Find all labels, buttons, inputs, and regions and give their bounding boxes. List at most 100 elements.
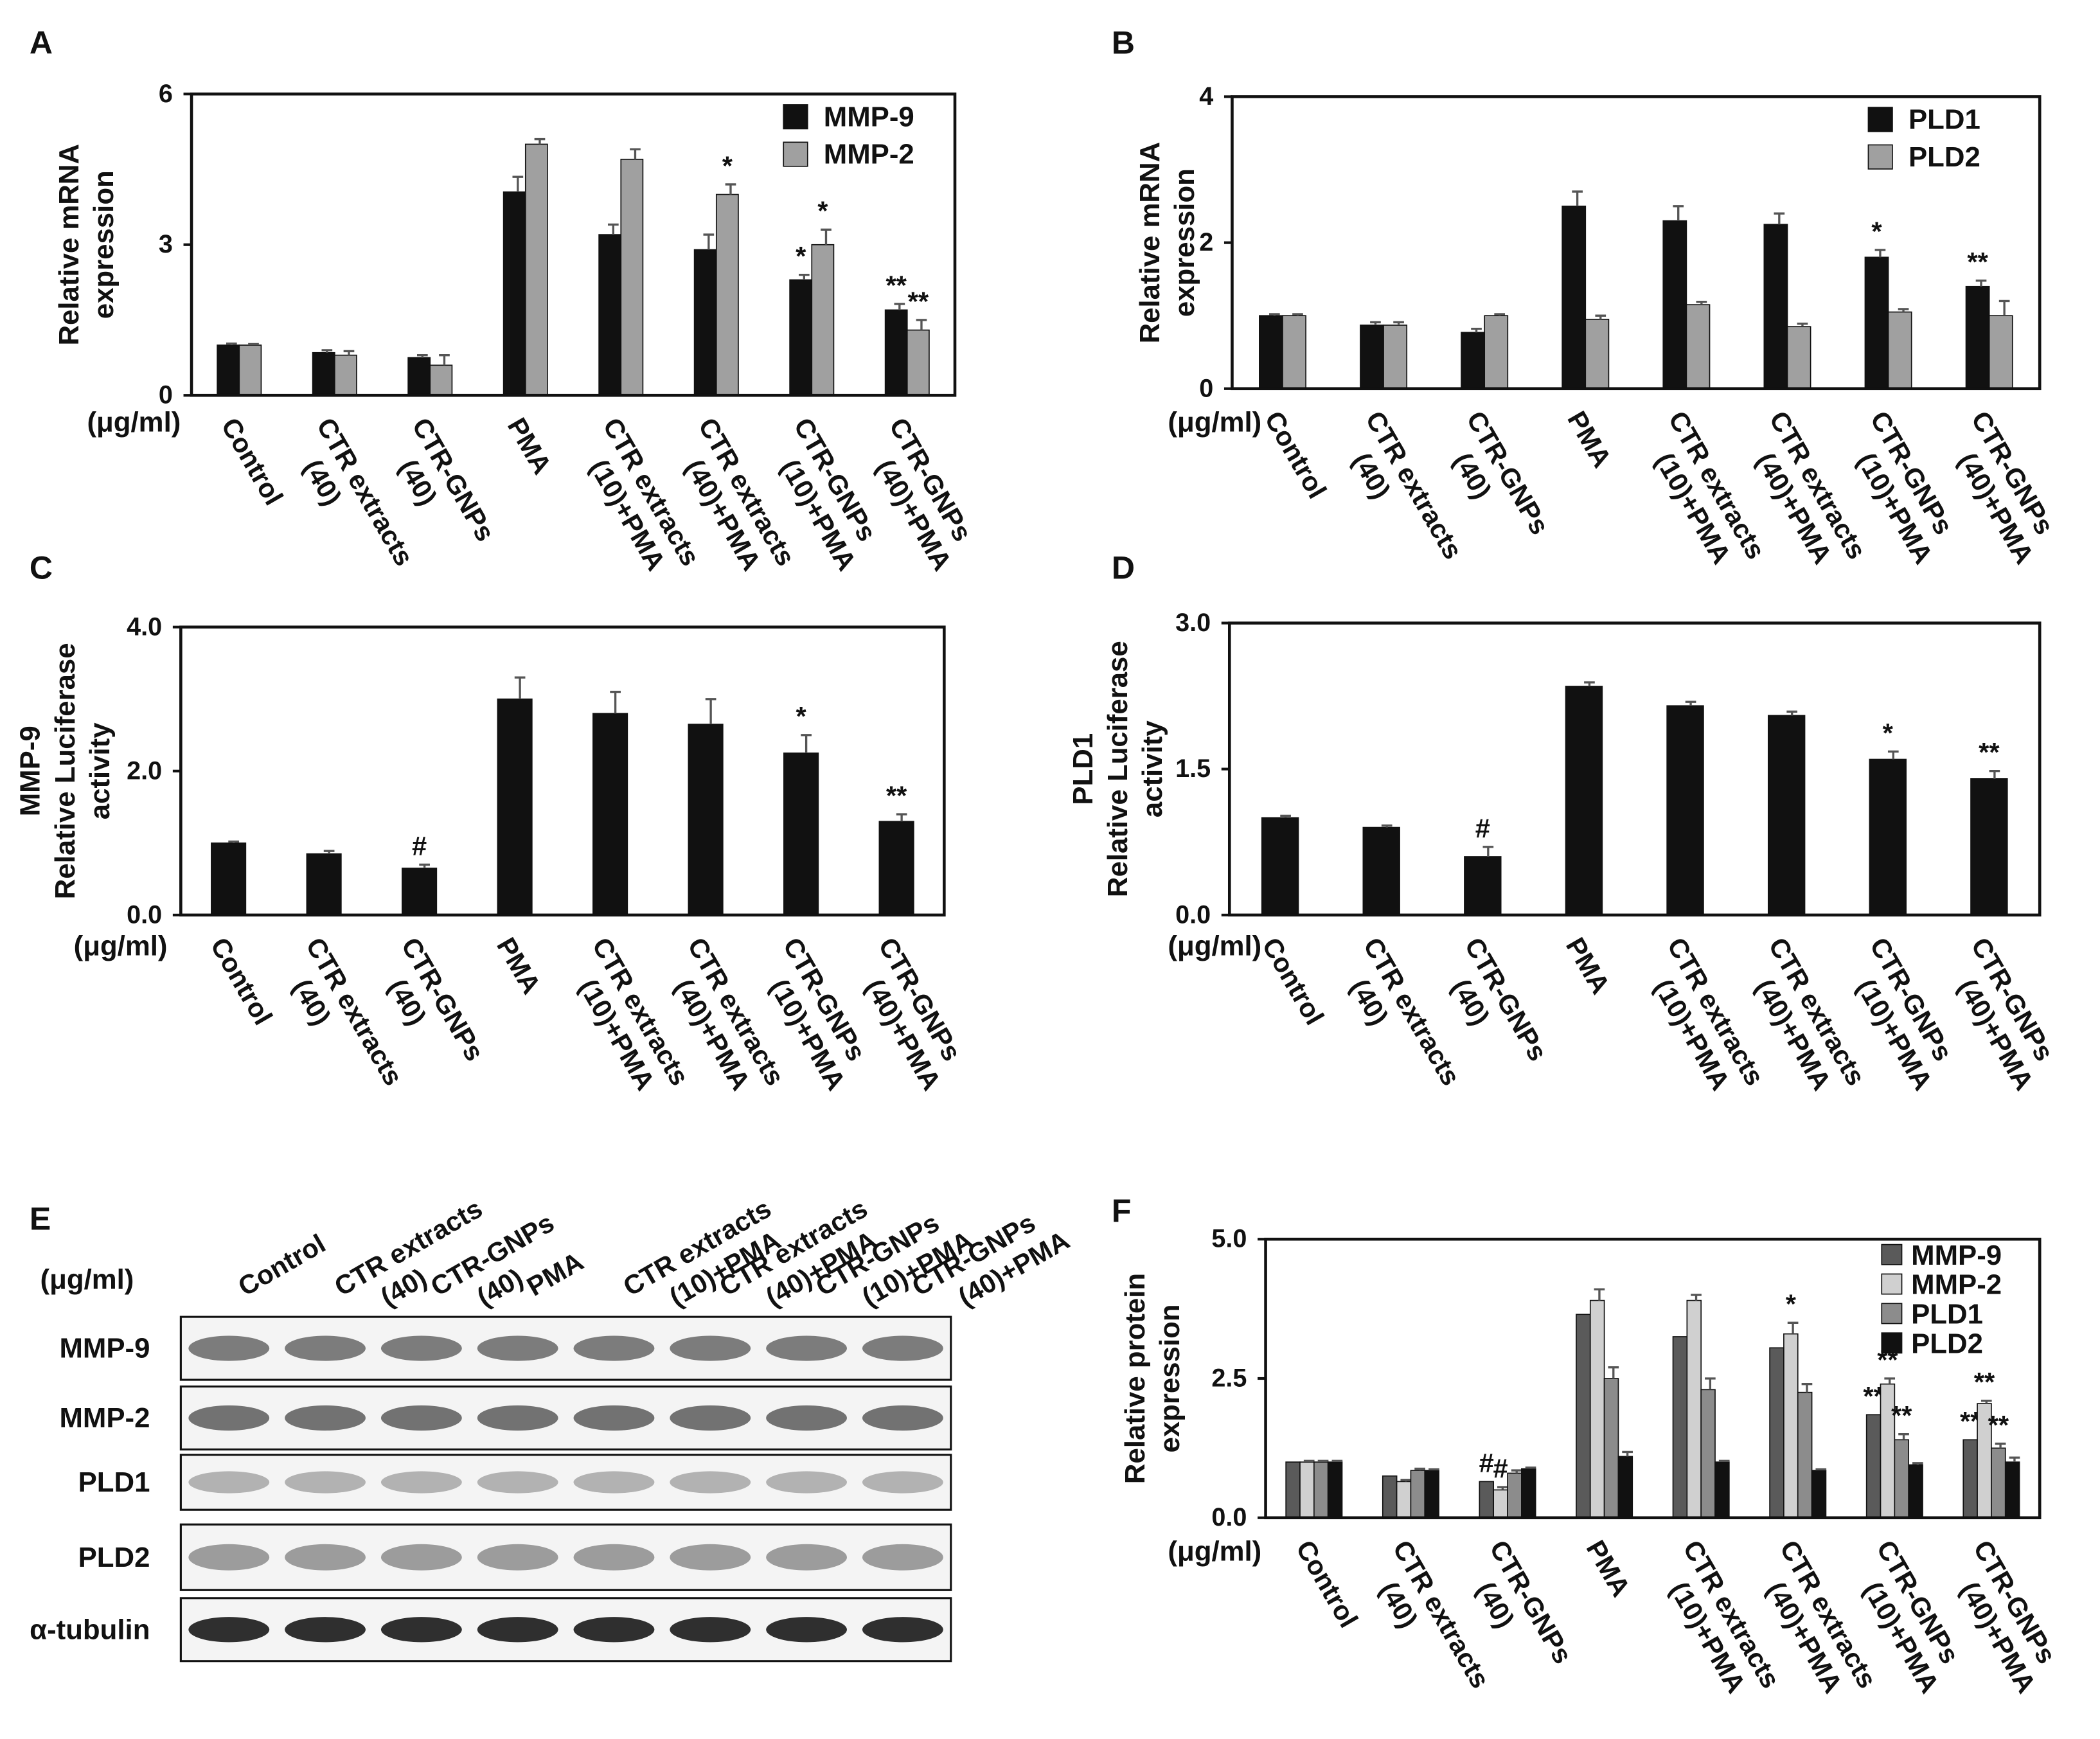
- error-bar: [1874, 249, 1886, 258]
- x-tick-label-line: PMA: [1560, 932, 1616, 999]
- blot-band: [862, 1471, 943, 1494]
- bar: [1396, 1481, 1412, 1519]
- y-tick-label: 6: [159, 80, 173, 108]
- error-bar: [1884, 1377, 1896, 1384]
- y-axis-label: activity: [84, 722, 116, 819]
- x-tick-label: CTR-GNPs(40)+PMA: [1955, 1535, 2063, 1699]
- error-bar: [439, 354, 450, 366]
- error-bar: [1584, 681, 1595, 686]
- x-tick-label: PMA: [1581, 1535, 1637, 1602]
- blot-band: [862, 1544, 943, 1571]
- x-tick-label: CTR extracts(40): [298, 413, 420, 571]
- row-label: MMP-9: [59, 1333, 150, 1364]
- blot-band: [862, 1405, 943, 1431]
- blot-band: [670, 1405, 751, 1431]
- x-tick-label: CTR extracts(10)+PMA: [1664, 1535, 1786, 1699]
- blot-band: [477, 1617, 558, 1643]
- legend-label: MMP-2: [1911, 1269, 2002, 1301]
- legend-swatch: [1881, 1244, 1903, 1265]
- error-bar: [1696, 300, 1707, 305]
- error-bar: [1428, 1468, 1439, 1471]
- y-tick-label: 2.0: [127, 756, 162, 785]
- legend-label: MMP-9: [824, 101, 914, 132]
- error-bar: [248, 343, 259, 346]
- error-bar: [1995, 1442, 2006, 1449]
- legend-label: PLD2: [1911, 1328, 1983, 1359]
- bar: [1464, 856, 1502, 916]
- blot-band: [188, 1335, 270, 1361]
- bar: [2004, 1461, 2020, 1519]
- plot-frame: [190, 92, 957, 397]
- panel-label: A: [30, 25, 53, 61]
- x-tick-label-line: Control: [1256, 932, 1330, 1030]
- blot-band: [573, 1544, 655, 1571]
- error-bar: [1331, 1459, 1343, 1463]
- error-bar: [1815, 1468, 1827, 1471]
- x-tick-label: Control: [205, 932, 279, 1030]
- bar: [620, 159, 644, 397]
- x-tick-label: Control: [215, 413, 289, 510]
- y-tick-label: 3.0: [1175, 609, 1211, 637]
- bar: [524, 143, 548, 397]
- significance-mark: *: [1871, 216, 1882, 246]
- row-label: PLD2: [78, 1542, 150, 1573]
- bar: [1908, 1464, 1923, 1519]
- blot-band: [188, 1544, 270, 1571]
- blot-band: [380, 1335, 462, 1361]
- blot-band: [380, 1617, 462, 1643]
- error-bar: [416, 354, 428, 358]
- y-axis-label: expression: [1169, 168, 1200, 317]
- significance-mark: **: [1891, 1400, 1912, 1431]
- error-bar: [1673, 205, 1684, 221]
- y-axis-label: activity: [1137, 720, 1168, 817]
- legend-swatch: [1867, 144, 1893, 170]
- blot-band: [380, 1405, 462, 1431]
- x-tick-label-line: PMA: [502, 413, 558, 479]
- error-bar: [1685, 700, 1696, 706]
- blot-band: [477, 1471, 558, 1494]
- error-bar: [607, 223, 619, 235]
- bar: [238, 344, 262, 397]
- blot-band: [670, 1471, 751, 1494]
- blot-band: [766, 1335, 847, 1361]
- legend-label: MMP-2: [824, 139, 914, 170]
- error-bar: [896, 813, 907, 822]
- bar: [429, 364, 453, 397]
- bar: [1988, 315, 2013, 389]
- bar: [1410, 1470, 1426, 1519]
- x-tick-label: CTR-GNPs(40)+PMA: [1952, 932, 2060, 1096]
- bar: [217, 344, 240, 397]
- error-bar: [1989, 770, 2000, 779]
- legend-swatch: [1867, 107, 1893, 132]
- y-tick-label: 0: [159, 381, 173, 409]
- bar: [1562, 205, 1587, 389]
- significance-mark: *: [796, 701, 806, 731]
- x-tick-label-line: Control: [205, 932, 279, 1030]
- blot-band: [285, 1544, 366, 1571]
- bar: [878, 821, 914, 916]
- bar: [1299, 1461, 1315, 1519]
- bar: [1865, 1414, 1882, 1519]
- x-tick-label: CTR extracts(10)+PMA: [573, 932, 695, 1096]
- bar: [497, 698, 533, 916]
- lane-label: PMA: [522, 1246, 589, 1302]
- bar: [334, 354, 357, 397]
- error-bar: [1269, 313, 1280, 316]
- panel-label: B: [1112, 25, 1135, 61]
- error-bar: [1393, 321, 1404, 325]
- bar: [1507, 1472, 1522, 1519]
- lane-label-line: PMA: [522, 1246, 589, 1302]
- bar: [1686, 1299, 1702, 1519]
- error-bar: [228, 840, 239, 843]
- significance-mark: **: [886, 780, 907, 810]
- y-tick-label: 1.5: [1175, 754, 1211, 783]
- bar-chart: A Relative mRNA expression (μg/ml)0 3 6 Contro…: [30, 25, 978, 576]
- error-bar: [1292, 313, 1303, 316]
- error-bar: [916, 319, 927, 330]
- error-bar: [226, 343, 237, 346]
- x-tick-label-line: Control: [215, 413, 289, 510]
- x-tick-label-line: Control: [1259, 406, 1333, 504]
- bar: [1811, 1470, 1827, 1519]
- bar: [1970, 778, 2008, 916]
